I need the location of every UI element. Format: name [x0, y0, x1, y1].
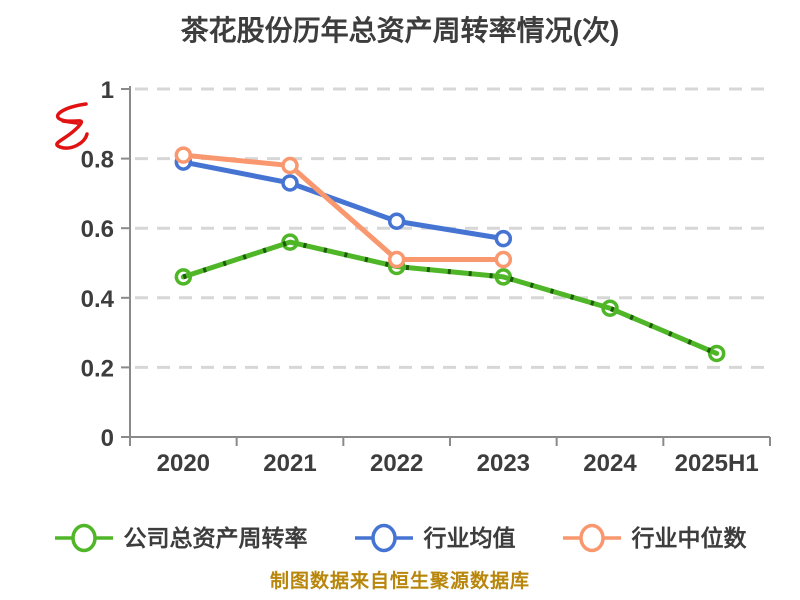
series-line-1	[180, 159, 506, 242]
watermark-icon	[55, 102, 89, 150]
y-tick-label: 0.2	[81, 355, 114, 382]
legend-label-industry-median: 行业中位数	[631, 524, 747, 551]
legend-label-industry-mean: 行业均值	[423, 524, 516, 551]
plot-area: 0 0.2 0.4 0.6 0.8 1 2020 2021 2022 2023 2024 2025H1	[81, 77, 771, 477]
x-tick-label: 2022	[370, 450, 423, 477]
legend-circle-icon	[370, 523, 397, 553]
data-point-1	[281, 174, 299, 192]
legend-marker-industry-median	[562, 523, 621, 553]
x-tick-label: 2023	[477, 450, 530, 477]
y-tick-label: 1	[101, 77, 114, 104]
legend-circle-icon	[578, 523, 605, 553]
x-tick-label: 2025H1	[675, 450, 759, 477]
series-line-dash-overlay-0	[182, 239, 718, 356]
x-tick-label: 2024	[583, 450, 637, 477]
data-point-2	[494, 250, 513, 269]
series-line-2	[180, 152, 506, 263]
legend: 公司总资产周转率 行业均值 行业中位数	[0, 516, 800, 560]
x-tick-label: 2020	[157, 450, 210, 477]
legend-item-industry-median: 行业中位数	[562, 521, 747, 555]
data-point-1	[387, 212, 406, 230]
legend-label-company: 公司总资产周转率	[123, 524, 308, 551]
data-point-1	[494, 229, 513, 248]
chart-title: 茶花股份历年总资产周转率情况(次)	[181, 14, 620, 46]
legend-circle-icon	[70, 523, 97, 553]
y-tick-label: 0.8	[81, 147, 114, 174]
data-source-note: 制图数据来自恒生聚源数据库	[269, 571, 530, 592]
legend-marker-company	[54, 523, 113, 553]
legend-marker-industry-mean	[354, 523, 413, 553]
legend-item-industry-mean: 行业均值	[354, 521, 516, 555]
data-point-2	[387, 250, 406, 269]
legend-item-company: 公司总资产周转率	[54, 521, 308, 555]
data-point-2	[281, 156, 299, 175]
y-tick-label: 0	[101, 425, 114, 452]
y-tick-label: 0.4	[81, 286, 115, 313]
x-tick-label: 2021	[263, 450, 316, 477]
data-point-2	[174, 146, 193, 164]
y-tick-label: 0.6	[81, 216, 114, 243]
